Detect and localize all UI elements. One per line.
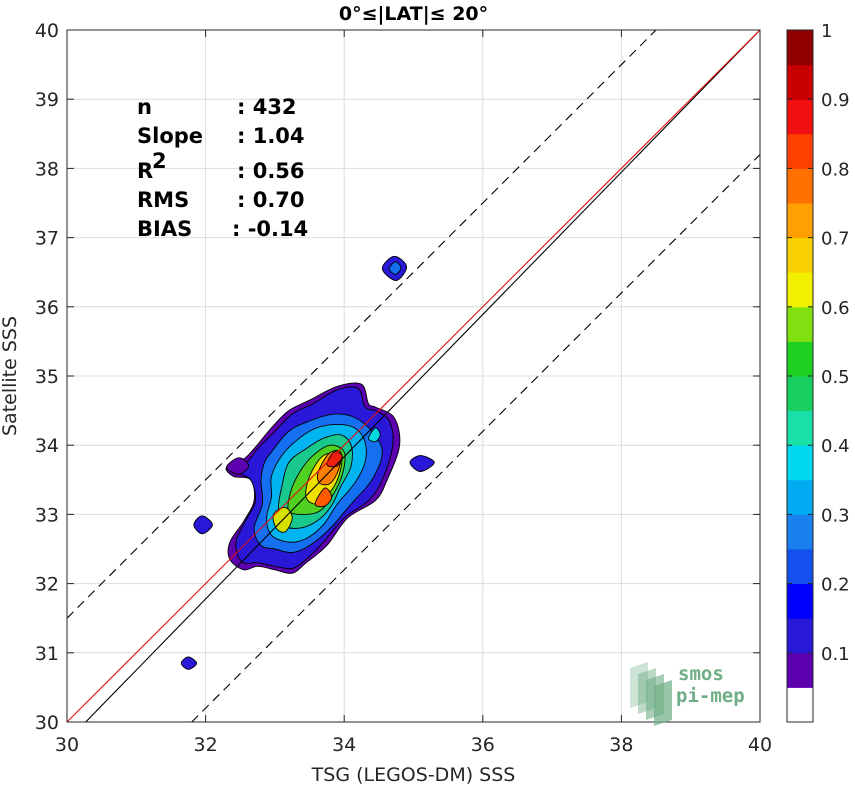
y-tick-label: 38: [35, 158, 59, 180]
logo-wave-shape: [654, 680, 672, 726]
colorbar-tick-label: 0.8: [821, 159, 850, 180]
colorbar-segment: [787, 30, 813, 66]
colorbar-segment: [787, 445, 813, 481]
x-tick-label: 38: [609, 734, 633, 756]
colorbar-tick-label: 0.4: [821, 436, 850, 457]
x-axis-label: TSG (LEGOS-DM) SSS: [311, 764, 516, 786]
reference-lines: [66, 29, 761, 723]
y-tick-label: 37: [35, 228, 59, 250]
colorbar-tick-label: 0.2: [821, 575, 850, 596]
y-tick-label: 39: [35, 89, 59, 111]
colorbar-segment: [787, 133, 813, 169]
density-contours: [180, 255, 435, 670]
colorbar-tick-label: 0.5: [821, 367, 850, 388]
stat-value: : 0.70: [237, 188, 305, 212]
colorbar-segment: [787, 583, 813, 619]
colorbar-segment: [787, 410, 813, 446]
y-tick-label: 34: [35, 435, 59, 457]
density-contour: [225, 457, 250, 475]
x-tick-label: 36: [471, 734, 495, 756]
colorbar-tick-label: 0.3: [821, 505, 850, 526]
regression-line: [66, 29, 761, 723]
y-tick-label: 33: [35, 504, 59, 526]
colorbar-segment: [787, 687, 813, 723]
density-contour: [193, 515, 213, 535]
y-tick-label: 30: [35, 712, 59, 734]
stat-label: Slope: [137, 124, 203, 148]
colorbar-segment: [787, 376, 813, 412]
y-tick-label: 32: [35, 574, 59, 596]
density-contour: [409, 455, 435, 472]
colorbar-tick-label: 0.6: [821, 298, 850, 319]
stat-value: : -0.14: [232, 217, 308, 241]
logo-text-pi-mep: pi-mep: [676, 685, 745, 707]
density-contour: [388, 261, 402, 275]
colorbar-segment: [787, 306, 813, 342]
colorbar-segment: [787, 64, 813, 100]
grid-lines: [67, 30, 760, 722]
stat-value: : 432: [237, 95, 297, 119]
y-tick-label: 35: [35, 366, 59, 388]
logo-mark-icon: [630, 662, 672, 726]
logo-wave-shape: [630, 662, 648, 708]
colorbar-segment: [787, 618, 813, 654]
identity-line: [85, 29, 761, 723]
density-contour: [314, 487, 333, 508]
y-axis-label: Satellite SSS: [0, 316, 21, 436]
stat-value: : 1.04: [237, 124, 305, 148]
x-tick-label: 30: [55, 734, 79, 756]
chart-title: 0°≤|LAT|≤ 20°: [339, 3, 488, 25]
axis-ticks: 30 32 34 36 38 40 30 31 32 33 34 35 36 37 38 39 40: [35, 20, 772, 756]
x-tick-label: 34: [332, 734, 356, 756]
smos-pi-mep-logo: smos pi-mep: [630, 662, 745, 726]
x-tick-label: 40: [748, 734, 772, 756]
colorbar-tick-label: 0.9: [821, 90, 850, 111]
stat-value: : 0.56: [237, 159, 305, 183]
y-tick-label: 40: [35, 20, 59, 42]
colorbar-tick-label: 1: [821, 21, 832, 42]
stat-label: RMS: [137, 188, 189, 212]
colorbar-tick-label: 0.7: [821, 229, 850, 250]
y-tick-label: 36: [35, 297, 59, 319]
colorbar-tick-label: 0.1: [821, 644, 850, 665]
colorbar-segment: [787, 203, 813, 239]
stat-label: BIAS: [137, 217, 192, 241]
colorbar-segment: [787, 237, 813, 273]
colorbar: 0.1 0.2 0.3 0.4 0.5 0.6 0.7 0.8 0.9 1: [786, 21, 850, 723]
logo-text-smos: smos: [678, 663, 724, 685]
density-contour: [180, 656, 198, 670]
stat-label-superscript: 2: [152, 149, 167, 173]
colorbar-segment: [787, 341, 813, 377]
stats-box: n : 432 Slope : 1.04 R2 : 0.56 RMS : 0.70 BIAS : …: [137, 95, 308, 241]
colorbar-segment: [787, 168, 813, 204]
colorbar-segment: [787, 514, 813, 550]
stat-label: R: [137, 159, 153, 183]
colorbar-segment: [787, 99, 813, 135]
stat-label: n: [137, 95, 152, 119]
density-contour: [368, 427, 381, 443]
y-tick-label: 31: [35, 643, 59, 665]
colorbar-segment: [787, 549, 813, 585]
x-tick-label: 32: [194, 734, 218, 756]
colorbar-segment: [787, 652, 813, 688]
upper-bound-line: [66, 29, 657, 619]
colorbar-segment: [787, 479, 813, 515]
colorbar-segment: [787, 272, 813, 308]
